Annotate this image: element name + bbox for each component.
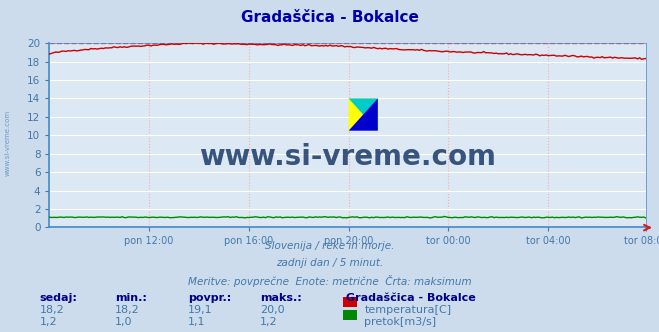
Text: Gradaščica - Bokalce: Gradaščica - Bokalce xyxy=(241,10,418,25)
Text: maks.:: maks.: xyxy=(260,293,302,303)
Text: temperatura[C]: temperatura[C] xyxy=(364,305,451,315)
Text: Meritve: povprečne  Enote: metrične  Črta: maksimum: Meritve: povprečne Enote: metrične Črta:… xyxy=(188,275,471,287)
Text: 1,2: 1,2 xyxy=(260,317,278,327)
Text: 1,1: 1,1 xyxy=(188,317,206,327)
Text: 20,0: 20,0 xyxy=(260,305,285,315)
Text: www.si-vreme.com: www.si-vreme.com xyxy=(5,110,11,176)
Text: pretok[m3/s]: pretok[m3/s] xyxy=(364,317,436,327)
Text: zadnji dan / 5 minut.: zadnji dan / 5 minut. xyxy=(276,258,383,268)
Text: Slovenija / reke in morje.: Slovenija / reke in morje. xyxy=(265,241,394,251)
Text: 18,2: 18,2 xyxy=(40,305,65,315)
Text: www.si-vreme.com: www.si-vreme.com xyxy=(199,143,496,171)
Text: 19,1: 19,1 xyxy=(188,305,212,315)
Polygon shape xyxy=(349,98,378,131)
Text: povpr.:: povpr.: xyxy=(188,293,231,303)
Text: 1,0: 1,0 xyxy=(115,317,133,327)
Text: sedaj:: sedaj: xyxy=(40,293,77,303)
Polygon shape xyxy=(349,98,378,131)
Text: 18,2: 18,2 xyxy=(115,305,140,315)
Polygon shape xyxy=(349,98,378,131)
Text: min.:: min.: xyxy=(115,293,147,303)
Text: 1,2: 1,2 xyxy=(40,317,57,327)
Text: Gradaščica - Bokalce: Gradaščica - Bokalce xyxy=(346,293,476,303)
